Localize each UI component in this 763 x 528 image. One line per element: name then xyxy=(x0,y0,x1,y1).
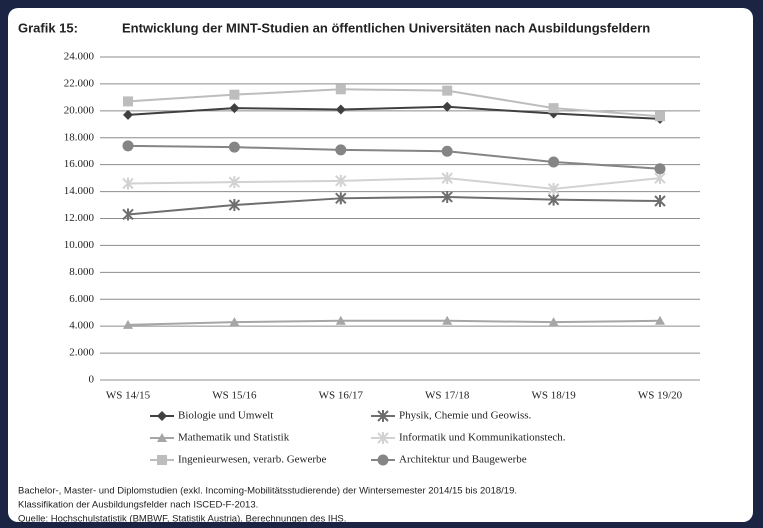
data-point xyxy=(335,315,346,325)
y-tick-label: 2.000 xyxy=(69,347,94,359)
data-point xyxy=(441,190,453,203)
x-tick-label: WS 17/18 xyxy=(425,390,470,402)
series-line xyxy=(127,319,661,326)
data-point xyxy=(229,317,240,327)
y-tick-label: 6.000 xyxy=(69,293,94,305)
legend-marker xyxy=(377,454,389,466)
series-line xyxy=(127,88,661,118)
series-line xyxy=(127,105,661,120)
x-tick-label: WS 19/20 xyxy=(638,390,683,402)
data-point xyxy=(442,85,453,96)
legend-marker xyxy=(377,432,389,444)
panel xyxy=(8,8,753,522)
y-tick-label: 20.000 xyxy=(64,104,95,116)
chart-label: Grafik 15: xyxy=(18,20,78,35)
y-tick-label: 16.000 xyxy=(64,158,95,170)
note: Bachelor-, Master- und Diplomstudien (ex… xyxy=(18,486,517,497)
legend-label: Ingenieurwesen, verarb. Gewerbe xyxy=(178,454,327,466)
y-tick-label: 18.000 xyxy=(64,131,95,143)
data-point xyxy=(548,317,559,327)
legend-marker xyxy=(157,433,167,442)
y-tick-label: 8.000 xyxy=(69,266,94,278)
data-point xyxy=(654,195,666,208)
data-point xyxy=(123,96,133,107)
data-point xyxy=(122,208,134,221)
data-point xyxy=(548,156,560,168)
data-point xyxy=(122,140,134,152)
data-point xyxy=(655,111,665,122)
data-point xyxy=(442,101,453,112)
data-point xyxy=(335,192,347,205)
y-tick-label: 0 xyxy=(89,374,95,386)
data-point xyxy=(228,141,240,153)
legend-marker xyxy=(157,455,167,465)
data-point xyxy=(548,103,559,114)
legend-label: Physik, Chemie und Geowiss. xyxy=(399,410,532,422)
series-line xyxy=(127,195,661,216)
y-tick-label: 14.000 xyxy=(64,185,95,197)
x-tick-label: WS 15/16 xyxy=(212,390,257,402)
y-tick-label: 10.000 xyxy=(64,239,95,251)
data-point xyxy=(228,176,241,189)
y-tick-label: 12.000 xyxy=(64,212,95,224)
data-point xyxy=(441,145,453,157)
data-point xyxy=(335,144,347,156)
data-point xyxy=(547,193,560,206)
data-point xyxy=(655,315,665,325)
data-point xyxy=(654,163,666,175)
data-point xyxy=(123,109,133,120)
legend-label: Architektur und Baugewerbe xyxy=(399,454,527,466)
data-point xyxy=(229,103,240,114)
note: Klassifikation der Ausbildungsfelder nac… xyxy=(18,500,258,511)
data-point xyxy=(228,199,241,212)
legend-marker xyxy=(377,410,389,422)
legend-label: Biologie und Umwelt xyxy=(178,410,273,422)
legend-label: Informatik und Kommunikationstech. xyxy=(399,432,566,444)
x-tick-label: WS 18/19 xyxy=(531,390,576,402)
data-point xyxy=(335,174,347,187)
y-tick-label: 24.000 xyxy=(64,51,95,63)
y-tick-label: 22.000 xyxy=(64,77,95,89)
data-point xyxy=(335,104,346,115)
legend-label: Mathematik und Statistik xyxy=(178,432,290,444)
legend-marker xyxy=(157,411,167,421)
series-line xyxy=(127,177,661,190)
data-point xyxy=(335,84,346,95)
x-tick-label: WS 16/17 xyxy=(319,390,364,402)
data-point xyxy=(123,319,133,329)
data-point xyxy=(441,172,453,185)
y-tick-label: 4.000 xyxy=(69,320,94,332)
note: Quelle: Hochschulstatistik (BMBWF, Stati… xyxy=(18,514,346,525)
data-point xyxy=(547,182,560,195)
x-tick-label: WS 14/15 xyxy=(106,390,151,402)
data-point xyxy=(442,315,453,325)
data-point xyxy=(122,177,134,190)
data-point xyxy=(229,89,240,100)
chart-title: Entwicklung der MINT-Studien an öffentli… xyxy=(122,20,650,35)
series-line xyxy=(127,144,661,170)
